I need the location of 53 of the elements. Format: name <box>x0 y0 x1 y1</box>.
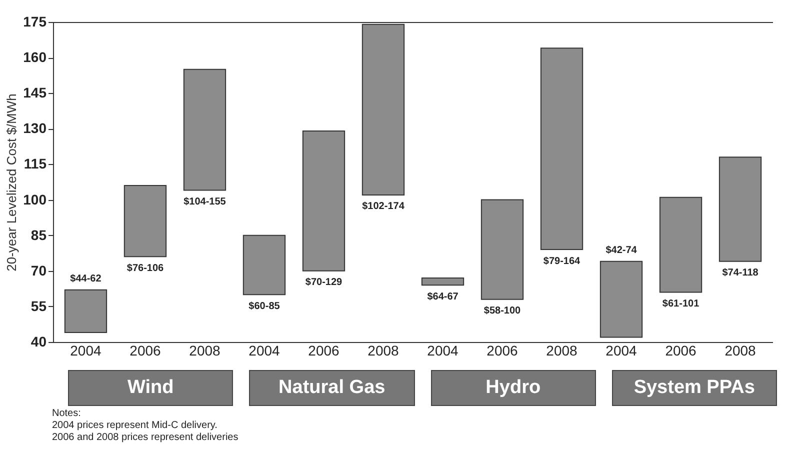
data-label: $44-62 <box>70 274 102 285</box>
text: Natural Gas <box>249 370 414 406</box>
bar <box>242 234 286 296</box>
x-tick-label: 2006 <box>130 342 162 358</box>
data-label: $42-74 <box>606 245 638 256</box>
bar <box>480 199 524 300</box>
y-tick-label: 100 <box>23 191 47 208</box>
bar <box>659 196 702 293</box>
data-label: $104-155 <box>184 196 226 208</box>
x-tick-label: 2004 <box>70 342 102 358</box>
y-tick-label: 115 <box>24 156 47 172</box>
y-tick-label: 130 <box>23 120 47 136</box>
text: System PPAs <box>612 370 777 406</box>
x-tick-label: 2004 <box>427 342 459 358</box>
data-label: $58-100 <box>484 306 522 317</box>
data-label: $60-85 <box>248 300 280 312</box>
bar <box>718 156 762 262</box>
y-tick-label: 160 <box>23 49 47 66</box>
data-label: $102-174 <box>362 201 405 212</box>
text: Wind <box>68 370 234 406</box>
x-tick-label: 2008 <box>546 342 578 358</box>
x-tick-label: 2004 <box>248 342 280 358</box>
x-tick-label: 2006 <box>486 342 518 358</box>
bar <box>302 130 346 272</box>
data-label: $74-118 <box>722 268 759 279</box>
y-tick-label: 175 <box>23 14 47 30</box>
y-axis-title: 20-year Levelized Cost $/MWh <box>4 94 20 272</box>
data-label: $79-164 <box>543 256 581 267</box>
x-tick-label: 2004 <box>606 342 638 358</box>
bar <box>421 278 464 286</box>
bar <box>124 185 167 258</box>
bar <box>64 289 108 334</box>
text: Hydro <box>430 370 596 406</box>
x-tick-label: 2008 <box>189 342 221 358</box>
text: 2004 prices represent Mid-C delivery. <box>52 420 218 432</box>
y-tick-label: 145 <box>23 84 47 101</box>
text: 2006 and 2008 prices represent deliveries <box>52 432 238 444</box>
bar <box>183 68 226 191</box>
bar <box>600 260 643 338</box>
x-tick-label: 2006 <box>665 342 697 358</box>
text: Notes: <box>52 408 82 420</box>
y-tick-label: 55 <box>30 298 47 314</box>
data-label: $64-67 <box>427 291 459 302</box>
data-label: $70-129 <box>305 277 343 288</box>
x-tick-label: 2008 <box>724 342 756 358</box>
data-label: $76-106 <box>126 262 164 274</box>
x-tick-label: 2008 <box>368 342 400 358</box>
bar <box>540 48 584 250</box>
y-tick-label: 40 <box>30 334 47 350</box>
y-tick-label: 70 <box>30 262 47 278</box>
x-tick-label: 2006 <box>308 342 340 358</box>
y-tick-label: 85 <box>30 226 47 243</box>
data-label: $61-101 <box>662 298 700 310</box>
